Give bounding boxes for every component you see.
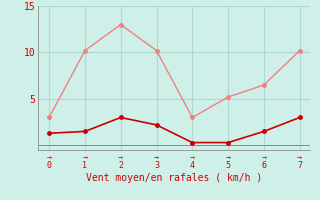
X-axis label: Vent moyen/en rafales ( km/h ): Vent moyen/en rafales ( km/h ) bbox=[86, 173, 262, 183]
